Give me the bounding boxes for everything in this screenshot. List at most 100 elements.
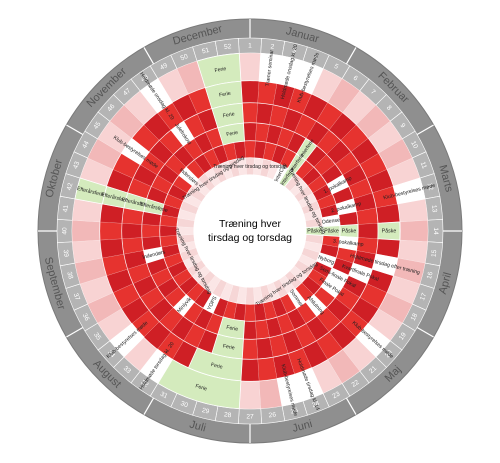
event-segment[interactable] bbox=[392, 177, 426, 205]
week-number-label: 44 bbox=[81, 140, 91, 150]
week-number-label: 12 bbox=[426, 182, 435, 191]
week-number-label: 46 bbox=[106, 103, 116, 113]
week-number-label: 14 bbox=[432, 227, 439, 235]
week-number-label: 36 bbox=[81, 312, 91, 322]
week-number-label: 50 bbox=[180, 53, 190, 62]
month-divider bbox=[143, 397, 155, 415]
event-label: Indendørs bbox=[142, 249, 167, 261]
event-label: Påske bbox=[324, 227, 339, 234]
event-label: 3. pokalkamp bbox=[333, 238, 364, 248]
week-number-label: 10 bbox=[409, 140, 419, 150]
ring-2-cell bbox=[99, 221, 123, 241]
week-number-label: 6 bbox=[352, 75, 359, 83]
event-segment[interactable] bbox=[121, 137, 150, 166]
week-number-label: 22 bbox=[351, 379, 361, 389]
event-segment[interactable] bbox=[202, 292, 221, 314]
event-label: Ferie bbox=[214, 66, 227, 74]
week-number-label: 25 bbox=[290, 407, 299, 416]
ring-3-cell bbox=[121, 223, 143, 239]
week-number-label: 37 bbox=[72, 292, 81, 302]
week-number-label: 34 bbox=[106, 349, 116, 359]
event-segment[interactable] bbox=[320, 277, 343, 299]
event-label: Påske bbox=[307, 227, 322, 234]
event-segment[interactable] bbox=[143, 198, 165, 216]
event-segment[interactable] bbox=[173, 294, 196, 317]
week-number-label: 9 bbox=[399, 122, 407, 129]
week-number-label: 18 bbox=[410, 312, 420, 322]
week-number-label: 19 bbox=[398, 331, 408, 341]
event-segment[interactable] bbox=[139, 348, 173, 384]
week-number-label: 47 bbox=[122, 87, 132, 97]
month-label-juni: Juni bbox=[291, 418, 314, 435]
event-segment[interactable] bbox=[294, 60, 324, 95]
week-number-label: 43 bbox=[72, 160, 81, 170]
event-label: Ferie bbox=[210, 362, 223, 371]
week-number-label: 11 bbox=[419, 161, 428, 170]
ring-3-cell bbox=[242, 102, 258, 124]
event-label: Påske bbox=[382, 227, 397, 234]
event-label: Påske bbox=[342, 227, 357, 234]
ring-1-cell bbox=[71, 220, 101, 242]
event-label: Ferie bbox=[195, 383, 208, 392]
week-number-label: 28 bbox=[224, 411, 232, 419]
event-segment[interactable] bbox=[377, 221, 401, 241]
week-number-label: 23 bbox=[331, 391, 341, 401]
ring-3-cell bbox=[242, 338, 258, 360]
event-label: Ferie bbox=[222, 111, 235, 119]
event-segment[interactable] bbox=[326, 174, 350, 195]
month-label-juli: Juli bbox=[188, 419, 207, 435]
week-number-label: 15 bbox=[430, 249, 438, 257]
week-number-label: 17 bbox=[419, 292, 428, 302]
event-label: Nyborg bbox=[317, 254, 335, 266]
event-segment[interactable] bbox=[178, 166, 199, 187]
week-number-label: 31 bbox=[159, 391, 169, 401]
center-hub: Træning hver tirsdag og torsdag bbox=[194, 175, 306, 287]
ring-1-cell bbox=[239, 52, 261, 82]
week-number-label: 24 bbox=[311, 400, 321, 409]
event-segment[interactable] bbox=[139, 78, 173, 114]
month-divider bbox=[345, 397, 357, 415]
event-segment[interactable] bbox=[143, 246, 165, 264]
week-number-label: 42 bbox=[66, 182, 75, 191]
event-label: Ferie bbox=[226, 130, 239, 138]
event-label: Ferie bbox=[219, 91, 232, 99]
ring-1-cell bbox=[399, 220, 429, 242]
event-segment[interactable] bbox=[170, 120, 195, 147]
week-number-label: 48 bbox=[140, 73, 150, 83]
event-segment[interactable] bbox=[109, 322, 145, 358]
event-segment[interactable] bbox=[287, 287, 307, 309]
week-number-label: 49 bbox=[159, 62, 169, 72]
month-label-april: April bbox=[437, 271, 454, 295]
event-label: Ferie bbox=[226, 325, 239, 333]
ring-4-cell bbox=[243, 320, 257, 340]
week-number-label: 45 bbox=[93, 120, 103, 130]
event-label: Odense bbox=[322, 217, 341, 225]
event-segment[interactable] bbox=[276, 373, 304, 407]
week-number-label: 29 bbox=[201, 407, 210, 416]
event-label: Ferie bbox=[222, 343, 235, 351]
ring-4-cell bbox=[141, 224, 161, 238]
event-segment[interactable] bbox=[316, 252, 337, 269]
ring-5-cell bbox=[244, 303, 256, 322]
month-divider bbox=[345, 47, 357, 65]
week-number-label: 16 bbox=[426, 271, 435, 280]
ring-4-cell bbox=[243, 122, 257, 142]
month-divider bbox=[416, 326, 434, 338]
week-number-label: 7 bbox=[369, 89, 377, 97]
event-segment[interactable] bbox=[217, 316, 245, 340]
ring-3-cell bbox=[357, 223, 379, 239]
week-number-label: 13 bbox=[430, 205, 438, 213]
center-title-line-2: tirsdag og torsdag bbox=[208, 232, 292, 244]
week-number-label: 5 bbox=[333, 63, 340, 71]
week-number-label: 21 bbox=[368, 365, 378, 375]
week-number-label: 39 bbox=[62, 249, 70, 257]
event-segment[interactable] bbox=[355, 322, 391, 358]
week-number-label: 35 bbox=[92, 332, 102, 342]
ring-6-cell bbox=[245, 286, 255, 305]
week-number-label: 8 bbox=[385, 104, 393, 112]
event-label: Træner seminar bbox=[265, 49, 275, 86]
week-number-label: 51 bbox=[201, 47, 210, 56]
month-divider bbox=[143, 47, 155, 65]
event-segment[interactable] bbox=[338, 236, 359, 251]
event-segment[interactable] bbox=[217, 122, 245, 146]
